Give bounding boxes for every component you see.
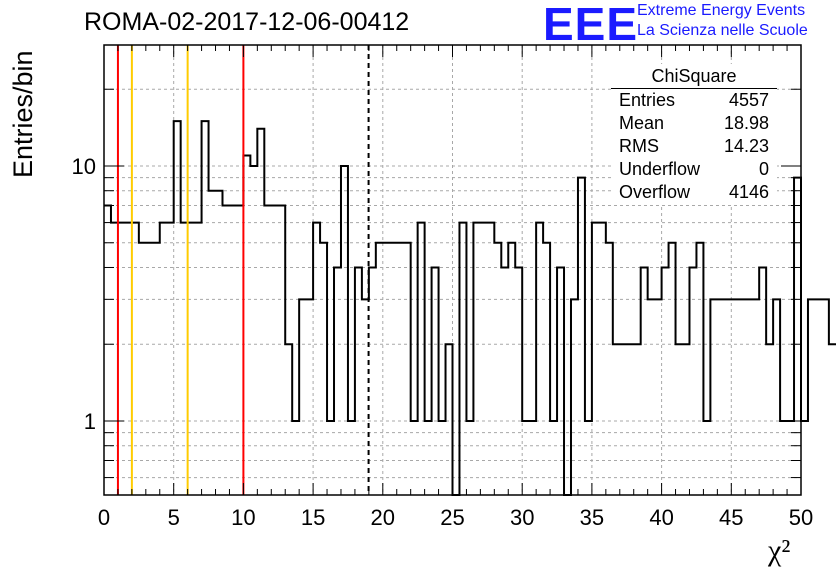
x-tick-label: 50	[789, 505, 813, 530]
logo-line-1: Extreme Energy Events	[637, 2, 806, 19]
x-tick-label: 30	[510, 505, 534, 530]
stats-box: ChiSquare Entries 4557 Mean 18.98 RMS 14.23…	[611, 64, 777, 204]
x-tick-label: 10	[231, 505, 255, 530]
histogram-series	[104, 120, 836, 496]
y-axis-label: Entries/bin	[8, 50, 38, 178]
stats-label: Entries	[619, 90, 676, 110]
y-axis-ticks: 1 10	[72, 154, 801, 434]
stats-row: Entries 4557	[611, 89, 777, 112]
x-tick-label: 5	[168, 505, 180, 530]
stats-value: 18.98	[723, 113, 769, 133]
stats-label: Overflow	[619, 182, 691, 202]
stats-label: Mean	[619, 113, 665, 133]
stats-value: 0	[758, 159, 769, 179]
y-tick-label: 1	[84, 409, 96, 434]
y-minor-ticks	[104, 88, 801, 479]
x-tick-label: 0	[98, 505, 110, 530]
stats-label: Underflow	[619, 159, 701, 179]
logo-line-2: La Scienza nelle Scuole	[637, 22, 808, 39]
stats-row: RMS 14.23	[611, 135, 777, 158]
x-tick-label: 20	[371, 505, 395, 530]
x-tick-label: 40	[649, 505, 673, 530]
x-tick-label: 15	[301, 505, 325, 530]
x-tick-label: 45	[719, 505, 743, 530]
x-axis-label: χ²	[768, 534, 791, 567]
stats-label: RMS	[619, 136, 659, 156]
stats-value: 4557	[728, 90, 769, 110]
y-tick-label: 10	[72, 154, 96, 179]
stats-row: Mean 18.98	[611, 112, 777, 135]
x-tick-label: 25	[440, 505, 464, 530]
x-axis-ticks: 0 5 10 15 20 25 30 35 40 45 50	[98, 45, 813, 530]
stats-row: Overflow 4146	[611, 181, 777, 204]
run-title: ROMA-02-2017-12-06-00412	[84, 8, 410, 36]
stats-row: Underflow 0	[611, 158, 777, 181]
eee-logo: EEE	[543, 0, 639, 50]
stats-title: ChiSquare	[611, 64, 777, 89]
reference-lines	[116, 45, 370, 495]
stats-value: 14.23	[723, 136, 769, 156]
stats-value: 4146	[728, 182, 769, 202]
x-tick-label: 35	[580, 505, 604, 530]
